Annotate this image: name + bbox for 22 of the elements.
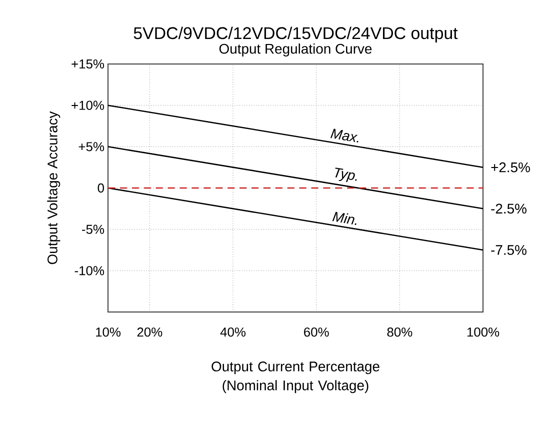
text: Max. xyxy=(330,128,358,142)
x-tick-label: 80% xyxy=(387,328,412,337)
y-tick-label: +15% xyxy=(72,59,104,69)
text: +2.5% xyxy=(491,162,530,172)
chart-subtitle: Output Regulation Curve xyxy=(219,44,372,56)
y-tick-label: -10% xyxy=(74,266,104,276)
text: Typ. xyxy=(335,168,357,182)
x-tick-label: 60% xyxy=(304,328,329,337)
x-tick-label: 20% xyxy=(137,328,162,337)
y-tick-label: -5% xyxy=(82,224,104,234)
y-tick-label: +10% xyxy=(72,100,104,110)
chart-title: 5VDC/9VDC/12VDC/15VDC/24VDC output xyxy=(134,26,458,43)
text: -7.5% xyxy=(491,245,526,255)
text: -2.5% xyxy=(491,204,526,214)
x-axis-title: Output Current Percentage (Nominal Input Voltage) xyxy=(212,362,380,394)
text: Min. xyxy=(332,212,356,225)
y-tick-label: 0 xyxy=(98,183,104,193)
y-tick-label: +5% xyxy=(78,142,104,152)
x-tick-label: 10% xyxy=(96,328,121,337)
y-axis-title: Output Voltage Accuracy xyxy=(47,111,60,264)
x-tick-label: 40% xyxy=(220,328,246,337)
x-tick-label: 100% xyxy=(467,328,500,337)
